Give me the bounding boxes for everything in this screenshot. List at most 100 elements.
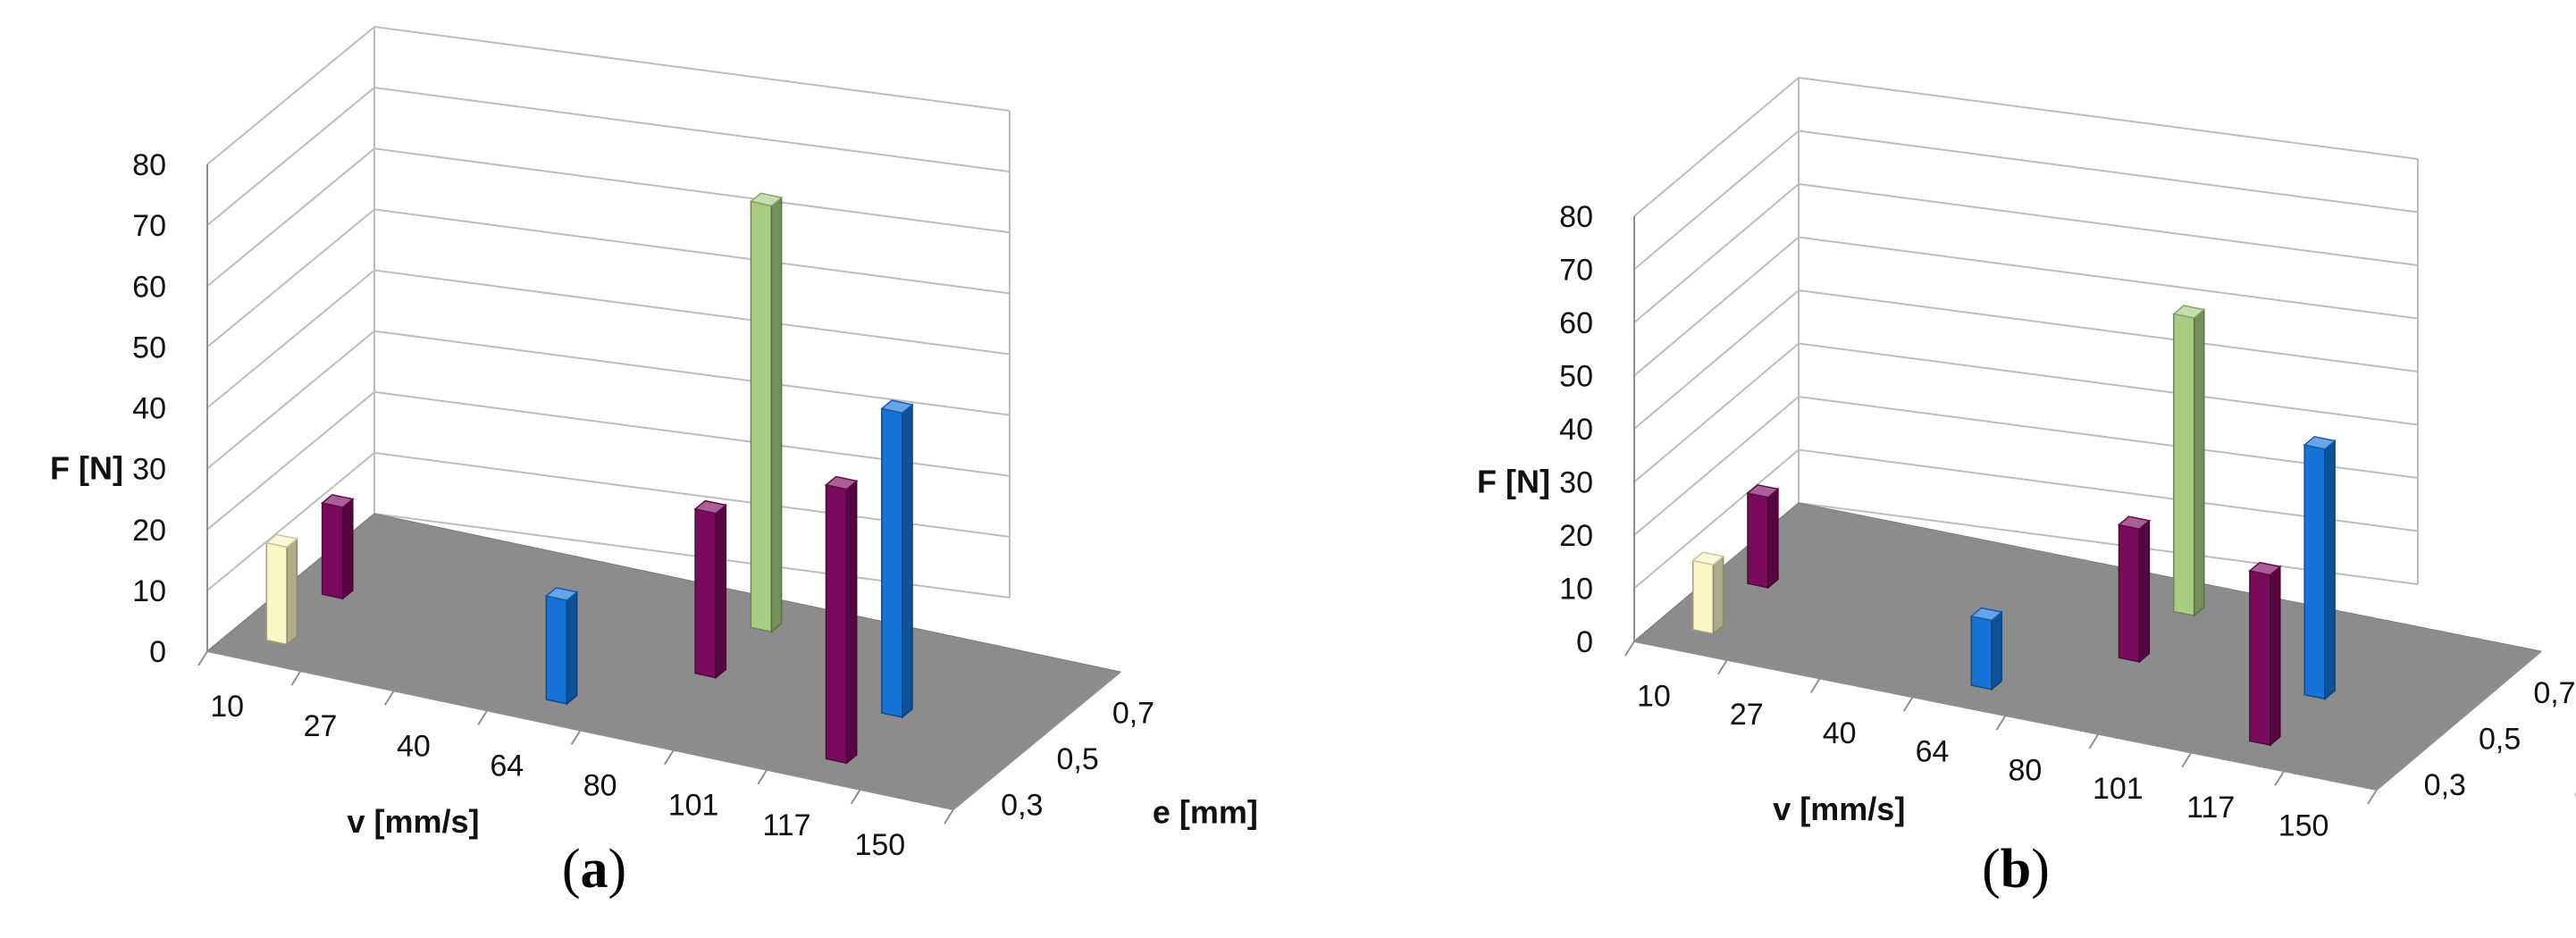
y-tick-label: 0,3 [2424, 768, 2466, 802]
bar-front-face [1747, 492, 1769, 589]
bar-top-face [1691, 551, 1725, 565]
bar-top-face [320, 493, 355, 508]
x-tick-mark [290, 670, 302, 686]
bar-top-face [1969, 607, 2003, 622]
z-tick-label: 30 [1559, 466, 1593, 500]
bar-top-face [2303, 435, 2337, 450]
panel-label-open: ( [562, 839, 581, 900]
z-tick-label: 60 [132, 270, 166, 304]
y-tick-label: 0,5 [1057, 742, 1099, 776]
x-tick-mark [2181, 751, 2193, 768]
bar-top-face [2172, 305, 2206, 319]
bar-side-face [2138, 519, 2151, 664]
bar [880, 399, 914, 719]
z-tick-label: 80 [1559, 200, 1593, 234]
z-tick-label: 50 [132, 331, 166, 364]
bar-side-face [1767, 487, 1779, 590]
bar [2172, 305, 2206, 617]
panel-label-close: ) [2031, 839, 2050, 900]
z-tick-label: 20 [1559, 519, 1593, 553]
bar-top-face [2117, 515, 2152, 530]
bars [1691, 305, 2337, 747]
x-tick-mark [1995, 715, 2007, 731]
x-tick-mark [1624, 641, 1635, 657]
z-tick-label: 10 [132, 574, 166, 608]
x-tick-mark [570, 729, 582, 746]
panel-label-open: ( [1982, 839, 2001, 900]
y-tick-label: 0,5 [2479, 723, 2521, 757]
bar-side-face [2193, 307, 2205, 617]
z-tick-label: 0 [1576, 625, 1593, 659]
bar [320, 493, 355, 600]
x-axis-title: v [mm/s] [1773, 791, 1905, 827]
x-tick-mark [664, 750, 675, 766]
x-tick-label: 80 [2009, 753, 2043, 787]
bar [824, 475, 859, 765]
bar-top-face [693, 499, 727, 515]
x-tick-label: 150 [854, 828, 905, 862]
z-tick-label: 70 [132, 209, 166, 243]
x-axis-title: v [mm/s] [347, 803, 479, 840]
bar-side-face [2324, 439, 2336, 700]
x-tick-mark [1809, 677, 1821, 694]
y-tick-label: 0,3 [1001, 788, 1043, 822]
z-tick-label: 20 [132, 514, 166, 548]
z-axis-title: F [N] [1477, 464, 1550, 500]
bar [2117, 515, 2152, 664]
x-tick-label: 64 [490, 749, 524, 783]
x-tick-label: 101 [668, 789, 719, 823]
x-tick-label: 117 [762, 808, 810, 842]
bar-front-face [2118, 523, 2141, 663]
y-axis-title: e [mm] [2574, 774, 2576, 810]
x-tick-label: 27 [1730, 698, 1764, 732]
panel-label-close: ) [608, 839, 627, 900]
x-tick-label: 117 [2186, 791, 2235, 825]
x-tick-label: 10 [210, 690, 244, 724]
bar-front-face [1691, 559, 1715, 635]
x-tick-mark [477, 709, 488, 725]
panel-label: (a) [562, 839, 626, 900]
bar-top-face [544, 587, 579, 601]
x-tick-label: 27 [304, 709, 338, 743]
x-tick-mark [2088, 733, 2100, 750]
x-tick-mark [2274, 770, 2285, 786]
bar-top-face [880, 399, 914, 415]
e-axis-line [2376, 650, 2542, 791]
bars [264, 192, 914, 765]
z-tick-label: 80 [132, 148, 166, 182]
bar [2303, 435, 2337, 700]
x-tick-mark [757, 769, 768, 785]
bar-front-face [2303, 444, 2326, 700]
z-tick-label: 10 [1559, 573, 1593, 607]
y-axis-title: e [mm] [1153, 793, 1258, 830]
x-tick-label: 40 [397, 729, 431, 763]
y-tick-label: 0,7 [1112, 697, 1154, 731]
bar-top-face [824, 475, 859, 490]
x-tick-mark [197, 650, 208, 666]
z-tick-label: 0 [149, 635, 166, 669]
z-tick-label: 40 [132, 392, 166, 426]
bar-front-face [2173, 313, 2195, 617]
bar-top-face [1746, 483, 1780, 498]
bar [1746, 483, 1780, 590]
bar-side-face [1991, 610, 2002, 691]
x-tick-label: 80 [583, 769, 617, 803]
bar [749, 192, 784, 633]
bar-side-face [2270, 565, 2281, 747]
x-tick-label: 101 [2093, 772, 2144, 806]
bar [264, 533, 299, 646]
panel-label: (b) [1982, 839, 2050, 900]
x-tick-mark [2367, 789, 2378, 805]
bar-front-face [1970, 615, 1993, 691]
bar-top-face [749, 192, 784, 207]
z-axis-title: F [N] [50, 450, 123, 487]
x-tick-mark [1902, 696, 1914, 712]
x-tick-label: 64 [1916, 735, 1950, 769]
z-tick-label: 60 [1559, 306, 1593, 340]
panel-label-letter: a [581, 839, 608, 900]
bar [693, 499, 727, 680]
z-tick-label: 70 [1559, 254, 1593, 288]
x-tick-label: 10 [1637, 679, 1671, 713]
